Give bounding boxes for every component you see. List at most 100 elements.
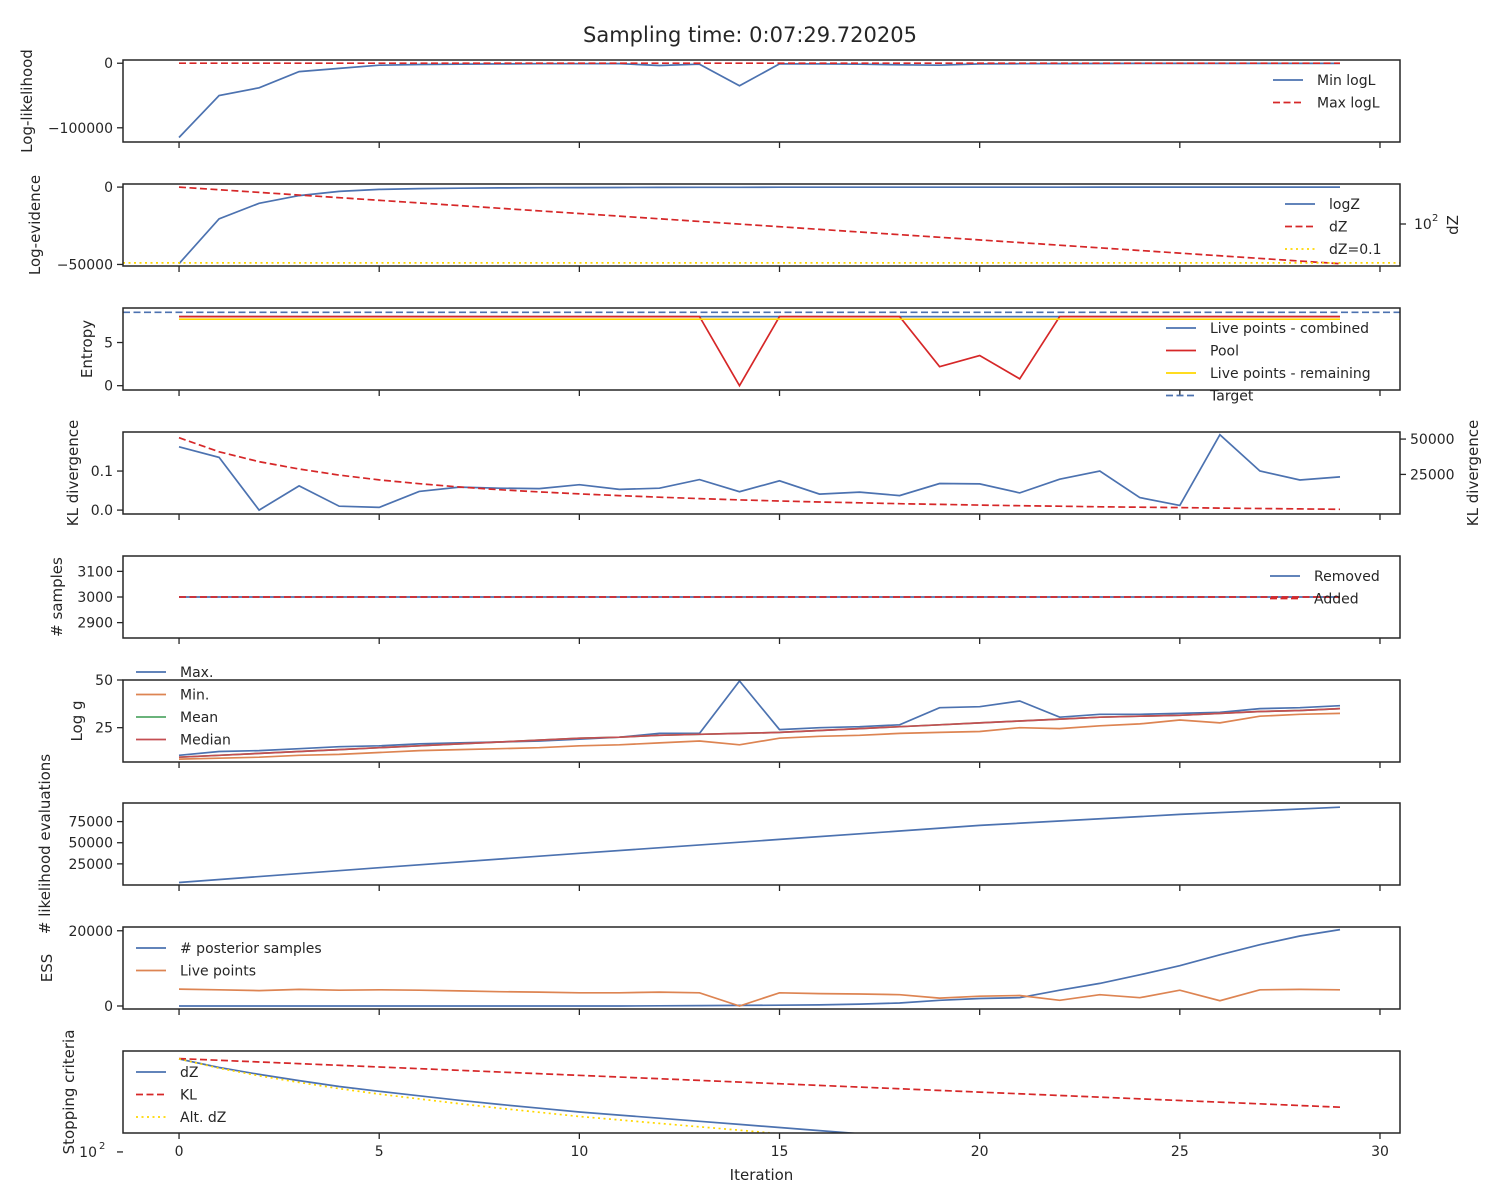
y-tick-label: 75000 (68, 815, 113, 831)
figure-title: Sampling time: 0:07:29.720205 (583, 23, 917, 47)
x-tick-label: 10 (570, 1144, 588, 1160)
series-line-8-2 (178, 988, 1341, 1007)
y-tick-label: −50000 (57, 257, 113, 273)
y-axis-label: # samples (48, 557, 66, 637)
series-line-2-2 (178, 186, 1341, 265)
y-tick-label: 25 (95, 721, 113, 737)
legend-label: Removed (1314, 569, 1380, 585)
legend-label: Live points - combined (1210, 321, 1369, 337)
panel-1: 0 −100000 Log-likelihood Min logL Max logL (18, 49, 1401, 153)
legend: # posterior samples Live points (136, 941, 322, 980)
legend-label: # posterior samples (180, 941, 322, 957)
y-axis-label: # likelihood evaluations (36, 754, 54, 934)
series-line-6-2 (178, 712, 1341, 760)
y-axis-label: Entropy (78, 320, 96, 378)
legend: logZ dZ dZ=0.1 (1285, 197, 1381, 258)
series-line-9-3 (178, 1058, 782, 1133)
legend-label: KL (180, 1088, 197, 1104)
panel-2: 0 −50000 10 2 Log-evidence dZ logZ dZ dZ=0.1 (26, 175, 1462, 275)
series-line-8-1 (179, 928, 1341, 1007)
y-axis-label: Log-likelihood (18, 49, 36, 153)
legend-label: Median (180, 733, 231, 749)
legend-label: Max. (180, 665, 213, 681)
y-axis-label: ESS (38, 954, 56, 983)
panel-7: 25000 50000 75000 # likelihood evaluations (36, 754, 1401, 934)
y2-axis-label: dZ (1444, 215, 1462, 235)
x-tick-label: 5 (375, 1144, 384, 1160)
y-axis-label: Log-evidence (26, 175, 44, 275)
legend-label: Pool (1210, 344, 1239, 360)
legend-label: dZ (180, 1065, 198, 1081)
legend-label: Live points - remaining (1210, 366, 1371, 382)
legend: Live points - combined Pool Live points - … (1166, 321, 1371, 405)
panel-frame (122, 431, 1401, 515)
legend: dZ KL Alt. dZ (136, 1065, 226, 1126)
legend-label: Live points (180, 964, 256, 980)
panel-frame (122, 183, 1401, 267)
series-line-9-1 (178, 1058, 862, 1133)
series-line-6-4 (178, 707, 1341, 759)
y-tick-label: 10 (79, 1145, 97, 1161)
panel-frame (122, 59, 1401, 143)
y-tick-label: 20000 (68, 924, 113, 940)
legend-label: Max logL (1317, 96, 1380, 112)
panel-4: 0.0 0.1 25000 50000 KL divergence KL divergen… (64, 420, 1482, 526)
legend-label: Added (1314, 592, 1359, 608)
panel-5: 2900 3000 3100 # samples Removed Added (48, 555, 1401, 644)
y-tick-label: 0.1 (91, 464, 113, 480)
y2-tick-label: 25000 (1410, 467, 1455, 483)
y-tick-label: −100000 (48, 121, 113, 137)
legend-label: Alt. dZ (180, 1110, 226, 1126)
series-line-6-1 (178, 680, 1341, 757)
panel-6: 25 50 Log g Max. Min. Mean Median (68, 665, 1401, 768)
y-axis-label: Stopping criteria (60, 1030, 78, 1155)
legend: Max. Min. Mean Median (136, 665, 231, 749)
panel-frame (122, 802, 1401, 886)
y-tick-label: 3100 (77, 564, 113, 580)
legend-label: dZ (1329, 220, 1347, 236)
x-tick-label: 15 (771, 1144, 789, 1160)
series-line-7-1 (178, 806, 1341, 884)
x-tick-label: 30 (1371, 1144, 1389, 1160)
y-axis-label: Log g (68, 700, 86, 741)
legend: Min logL Max logL (1273, 73, 1380, 112)
y-tick-label: 3000 (77, 590, 113, 606)
y-tick-label: 5 (104, 336, 113, 352)
y-tick-label: 50 (95, 673, 113, 689)
series-line-2-1 (178, 186, 1340, 265)
panel-frame (122, 926, 1401, 1010)
y-tick-label: 0 (104, 999, 113, 1015)
y-tick-label: 0.0 (91, 503, 113, 519)
x-tick-label: 0 (175, 1144, 184, 1160)
legend-label: Min. (180, 688, 209, 704)
y2-tick-label: 50000 (1410, 432, 1455, 448)
series-line-4-1 (178, 433, 1341, 512)
y-tick-label: 25000 (68, 857, 113, 873)
panel-frame (122, 1050, 1401, 1134)
y-tick-label: 0 (104, 379, 113, 395)
legend-label: logZ (1329, 197, 1360, 213)
y-tick-label: 2900 (77, 616, 113, 632)
series-line-4-2 (178, 436, 1341, 511)
x-tick-label: 20 (971, 1144, 989, 1160)
series-line-1-1 (178, 62, 1340, 139)
series-line-9-2 (178, 1057, 1341, 1109)
legend-label: Min logL (1317, 73, 1376, 89)
panel-8: 0 20000 ESS # posterior samples Live points (38, 924, 1401, 1015)
panel-frame (122, 307, 1401, 391)
x-tick-label: 25 (1171, 1144, 1189, 1160)
y-tick-label: 0 (104, 180, 113, 196)
y2-tick-label: 10 (1414, 217, 1432, 233)
panel-frame (122, 679, 1401, 763)
y-axis-label: KL divergence (64, 420, 82, 526)
y-tick-exponent: 2 (99, 1141, 105, 1152)
legend-label: Mean (180, 710, 218, 726)
y2-axis-label: KL divergence (1464, 420, 1482, 526)
y-tick-label: 50000 (68, 836, 113, 852)
y2-tick-exponent: 2 (1432, 213, 1438, 224)
x-axis-label: Iteration (730, 1166, 794, 1184)
